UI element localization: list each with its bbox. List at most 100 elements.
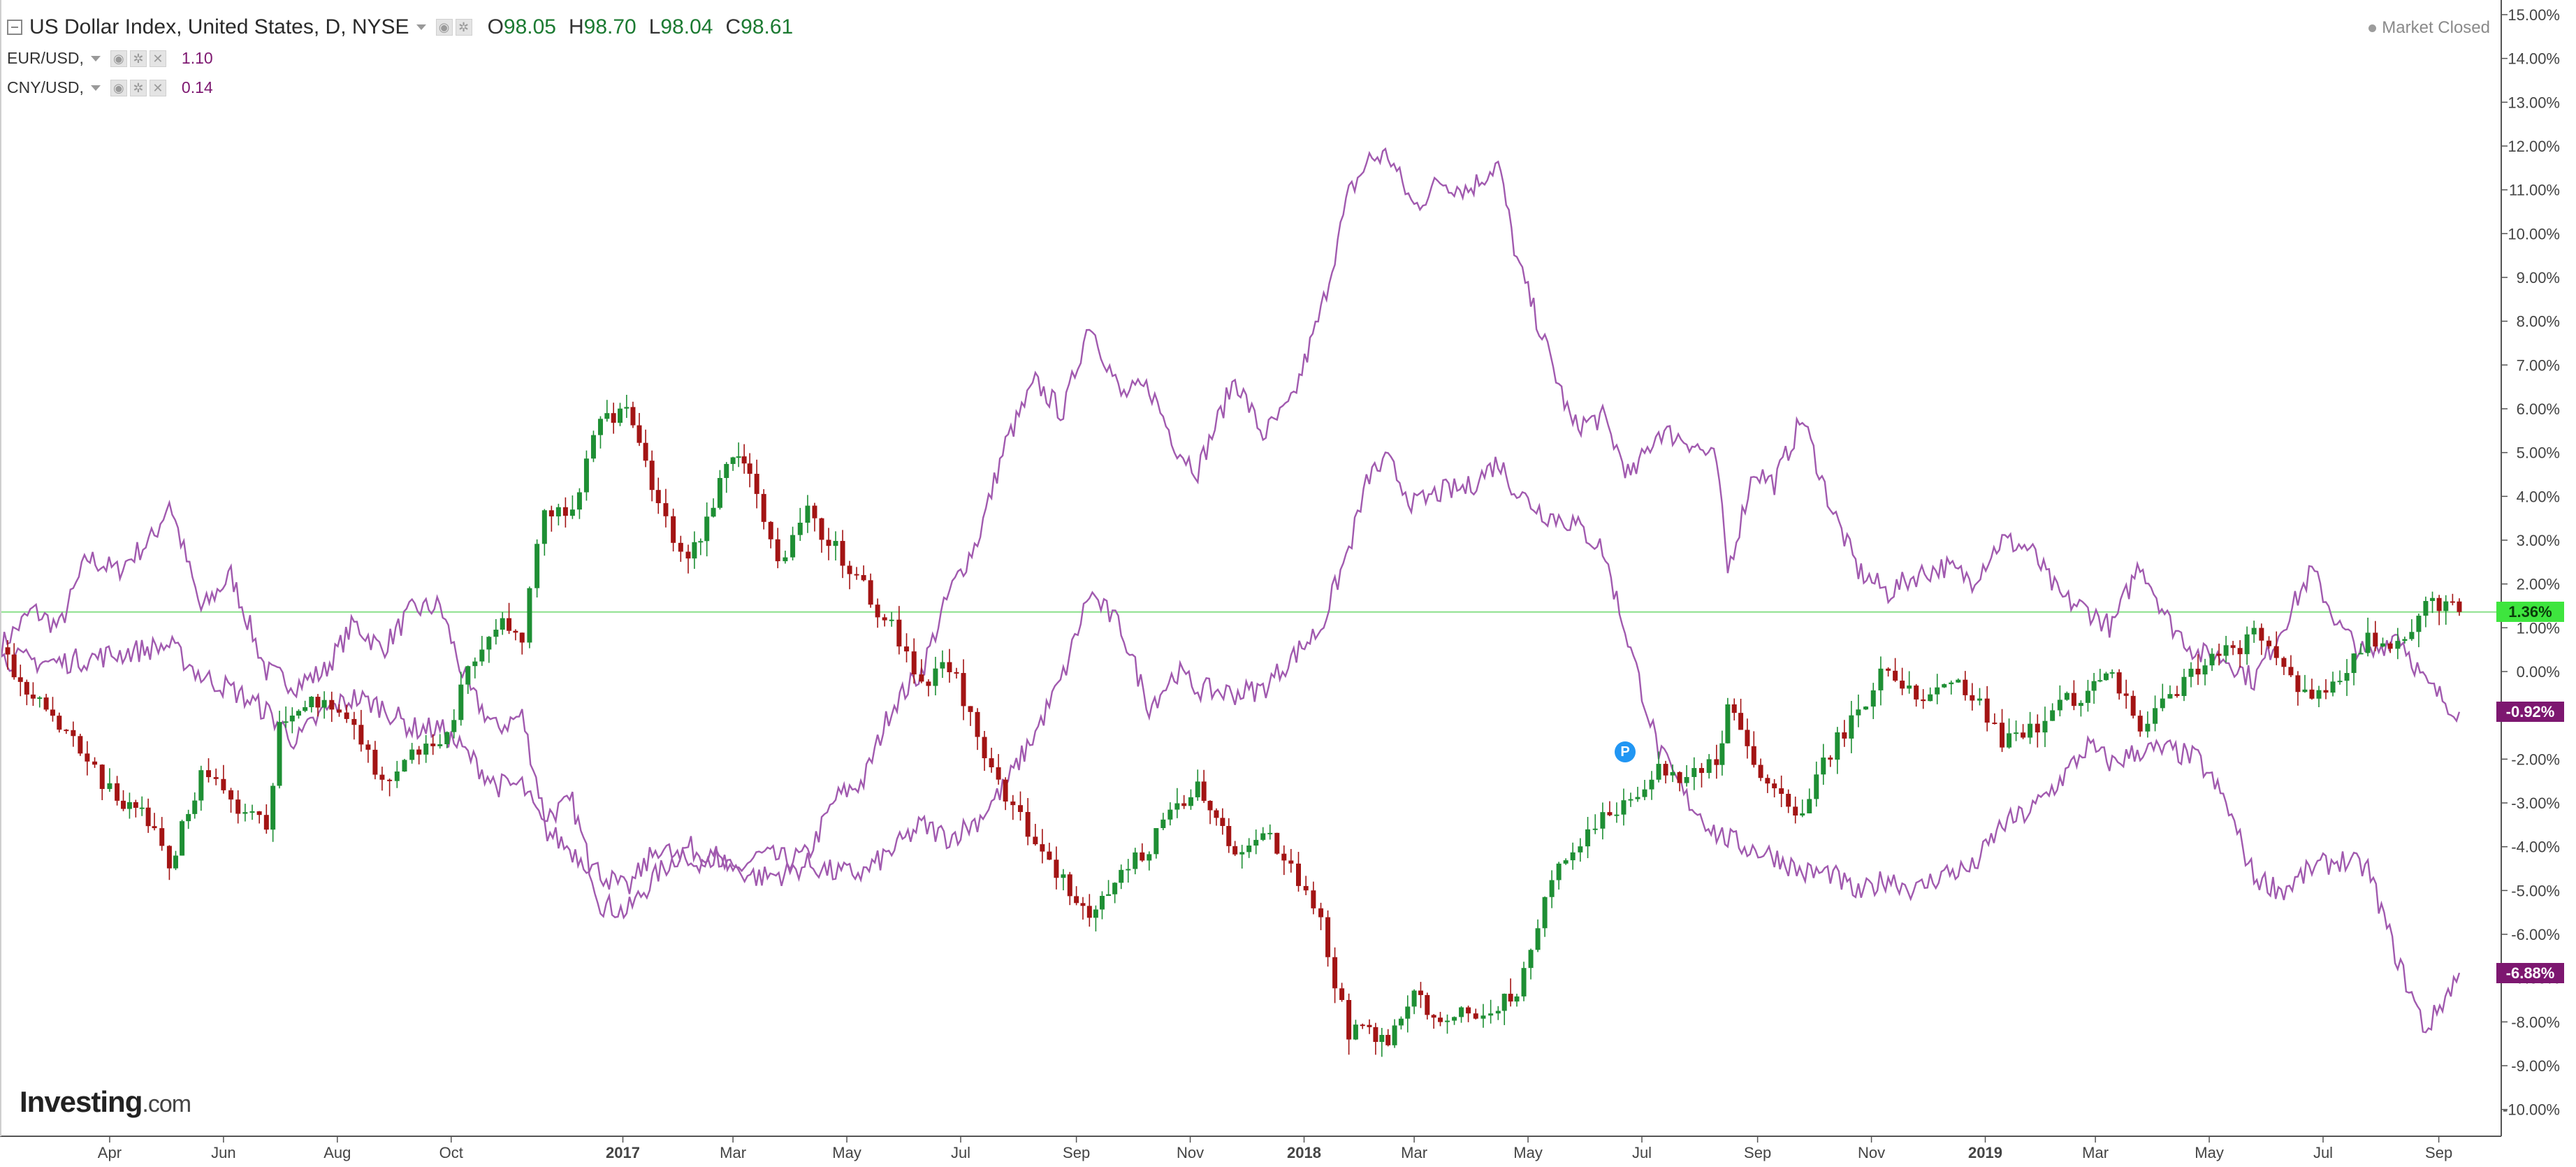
collapse-legend-icon[interactable] bbox=[7, 20, 22, 35]
candle-up bbox=[730, 457, 736, 464]
chevron-down-icon[interactable] bbox=[416, 24, 426, 30]
candle-down bbox=[315, 697, 321, 708]
chevron-down-icon[interactable] bbox=[90, 85, 101, 91]
legend-row-cnyusd[interactable]: CNY/USD, ◉ ✲ ✕ 0.14 bbox=[7, 78, 213, 97]
candle-up bbox=[618, 408, 623, 423]
candle-down bbox=[1303, 885, 1309, 891]
candle-up bbox=[1935, 687, 1940, 695]
candle-down bbox=[351, 718, 357, 725]
investing-logo[interactable]: Investing.com bbox=[20, 1085, 191, 1119]
candle-up bbox=[1126, 869, 1131, 871]
candle-up bbox=[783, 557, 788, 562]
candle-up bbox=[309, 697, 314, 707]
candle-up bbox=[790, 535, 796, 558]
candle-down bbox=[754, 474, 759, 494]
x-tick-label: Jun bbox=[211, 1144, 235, 1161]
eye-icon[interactable]: ◉ bbox=[435, 19, 453, 36]
main-legend-row[interactable]: US Dollar Index, United States, D, NYSE … bbox=[7, 15, 793, 39]
candle-down bbox=[1828, 758, 1833, 760]
candle-up bbox=[198, 770, 204, 801]
candle-down bbox=[133, 802, 138, 809]
candle-down bbox=[1325, 917, 1331, 957]
candle-up bbox=[1928, 694, 1933, 702]
series-line-eurusd bbox=[0, 147, 2461, 920]
eye-icon[interactable]: ◉ bbox=[110, 50, 127, 67]
candle-up bbox=[1253, 839, 1259, 846]
gear-icon[interactable]: ✲ bbox=[455, 19, 472, 36]
candle-up bbox=[534, 544, 540, 588]
candle-up bbox=[2109, 672, 2115, 674]
candle-up bbox=[1398, 1018, 1404, 1026]
candle-down bbox=[30, 694, 36, 699]
candle-up bbox=[1501, 994, 1507, 1011]
candle-up bbox=[1719, 743, 1725, 765]
candle-up bbox=[1849, 715, 1854, 739]
candle-down bbox=[1067, 874, 1072, 897]
candle-down bbox=[1281, 853, 1287, 861]
legend-row-eurusd[interactable]: EUR/USD, ◉ ✲ ✕ 1.10 bbox=[7, 49, 213, 68]
low-label: L bbox=[648, 15, 661, 38]
gear-icon[interactable]: ✲ bbox=[129, 50, 147, 67]
candle-down bbox=[85, 753, 90, 762]
candle-down bbox=[50, 709, 55, 716]
candle-down bbox=[896, 619, 902, 647]
candle-up bbox=[465, 666, 471, 685]
candle-up bbox=[2103, 673, 2109, 681]
candle-down bbox=[71, 730, 76, 737]
candle-up bbox=[1807, 799, 1812, 813]
candle-down bbox=[1232, 846, 1238, 855]
candle-up bbox=[1878, 668, 1884, 690]
candle-down bbox=[840, 541, 845, 566]
candle-down bbox=[2035, 723, 2040, 733]
candle-up bbox=[1556, 863, 1562, 880]
x-tick-label: Mar bbox=[2082, 1144, 2109, 1161]
candle-up bbox=[736, 456, 741, 458]
candle-down bbox=[1017, 805, 1023, 812]
open-value: 98.05 bbox=[503, 15, 556, 38]
candle-up bbox=[1495, 1010, 1501, 1014]
x-tick-label: Mar bbox=[1401, 1144, 1427, 1161]
x-tick-label: 2018 bbox=[1287, 1144, 1321, 1161]
status-dot-icon bbox=[2368, 24, 2377, 32]
open-label: O bbox=[487, 15, 504, 38]
candle-up bbox=[192, 800, 198, 814]
series-value-cnyusd: 0.14 bbox=[181, 78, 213, 96]
candle-down bbox=[1181, 803, 1187, 806]
candle-up bbox=[1578, 846, 1583, 853]
candle-up bbox=[1133, 852, 1138, 869]
candle-down bbox=[1025, 811, 1031, 837]
y-tick-label: -8.00% bbox=[2511, 1013, 2560, 1031]
candle-up bbox=[1535, 928, 1541, 950]
event-marker-p[interactable]: P bbox=[1615, 741, 1636, 762]
candle-down bbox=[1074, 896, 1079, 904]
close-icon[interactable]: ✕ bbox=[149, 79, 166, 96]
gear-icon[interactable]: ✲ bbox=[129, 79, 147, 96]
candle-down bbox=[868, 580, 873, 605]
candle-up bbox=[2145, 723, 2151, 732]
candle-down bbox=[548, 510, 554, 516]
candle-up bbox=[2167, 694, 2173, 699]
candle-down bbox=[1010, 801, 1016, 806]
candle-up bbox=[704, 516, 710, 542]
candle-down bbox=[1047, 851, 1052, 860]
candle-down bbox=[2216, 653, 2222, 656]
close-icon[interactable]: ✕ bbox=[149, 50, 166, 67]
candle-down bbox=[358, 725, 364, 745]
candle-up bbox=[1174, 803, 1180, 810]
candle-up bbox=[2430, 597, 2436, 602]
candle-down bbox=[847, 565, 852, 574]
candle-down bbox=[1360, 1024, 1365, 1027]
candle-up bbox=[458, 684, 464, 720]
candle-down bbox=[2436, 597, 2442, 611]
candle-down bbox=[1779, 788, 1784, 794]
candle-up bbox=[527, 588, 532, 643]
chevron-down-icon[interactable] bbox=[90, 55, 101, 61]
candle-up bbox=[180, 821, 185, 856]
candle-down bbox=[1054, 860, 1059, 878]
candle-up bbox=[500, 618, 505, 630]
candle-up bbox=[1188, 797, 1193, 806]
candle-down bbox=[947, 662, 952, 672]
eye-icon[interactable]: ◉ bbox=[110, 79, 127, 96]
candle-up bbox=[486, 637, 492, 650]
